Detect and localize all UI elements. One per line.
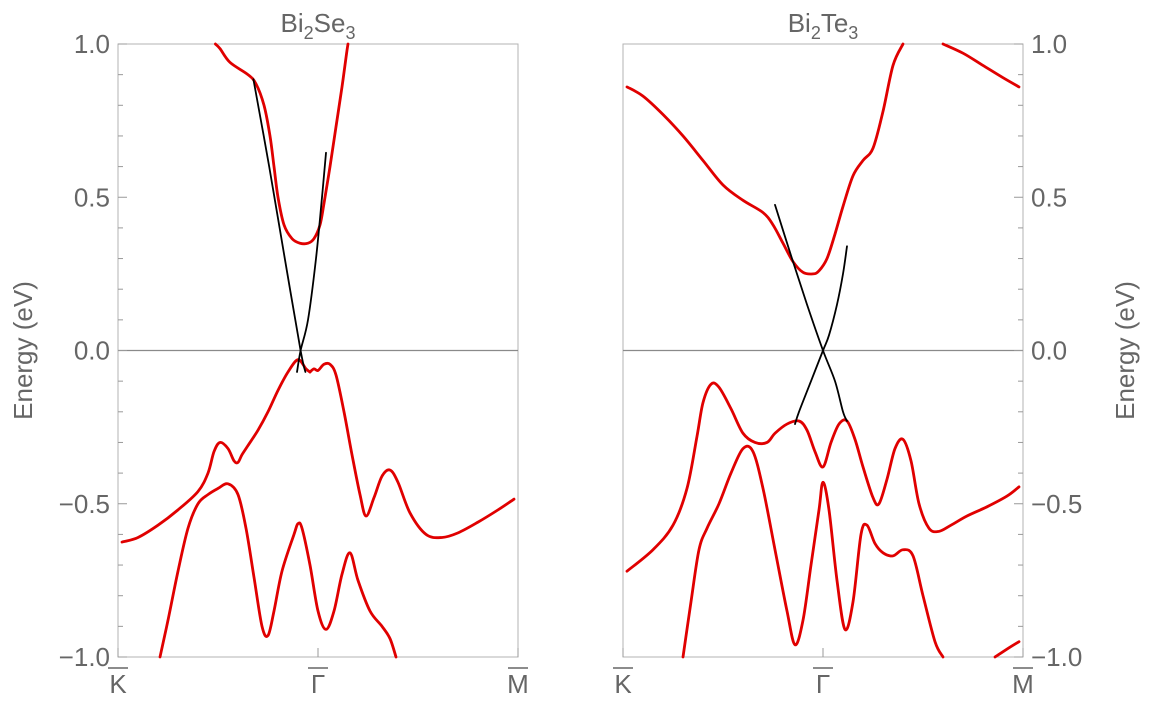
y-tick-label: −0.5 [1031,489,1082,519]
y-tick-label: 1.0 [1031,29,1067,59]
x-tick-label: Γ [816,669,830,698]
chart-panel-1: −1.0 −0.5 0.0 0.5 1.0 K Γ M Bi2Se3 Energy (eV) [8,8,529,699]
surface-state-line [296,151,327,373]
surface-state-line [794,245,848,425]
x-tick-label: M [1012,669,1034,698]
bulk-band-line [993,640,1021,659]
y-tick-label: 0.5 [1031,182,1067,212]
y-tick-label: 0.5 [74,182,110,212]
chart-title: Bi2Se3 [281,8,356,43]
bulk-band-line [158,482,398,659]
y-tick-label: −1.0 [59,642,110,672]
chart-panel-2: −1.0 −0.5 0.0 0.5 1.0 K Γ M Bi2Te3 Energy (eV) [613,8,1140,699]
bulk-band-line [120,358,312,544]
y-tick-label: 1.0 [74,29,110,59]
x-tick-label: K [614,669,632,698]
bulk-band-line [214,42,350,246]
bulk-band-line [681,444,945,659]
chart-title: Bi2Te3 [788,8,859,43]
y-tick-label: 0.0 [74,336,110,366]
bulk-band-line [625,42,905,276]
y-tick-label: −0.5 [59,489,110,519]
surface-state-line [774,204,848,422]
bulk-band-line [625,381,1021,573]
surface-state-line [252,78,307,373]
y-tick-label: −1.0 [1031,642,1082,672]
bulk-band-line [308,361,516,540]
x-tick-label: K [109,669,127,698]
y-tick-label: 0.0 [1031,336,1067,366]
y-axis-label: Energy (eV) [1110,281,1140,420]
bulk-band-line [941,42,1021,89]
x-tick-label: M [507,669,529,698]
x-tick-label: Γ [311,669,325,698]
y-axis-label: Energy (eV) [8,281,38,420]
